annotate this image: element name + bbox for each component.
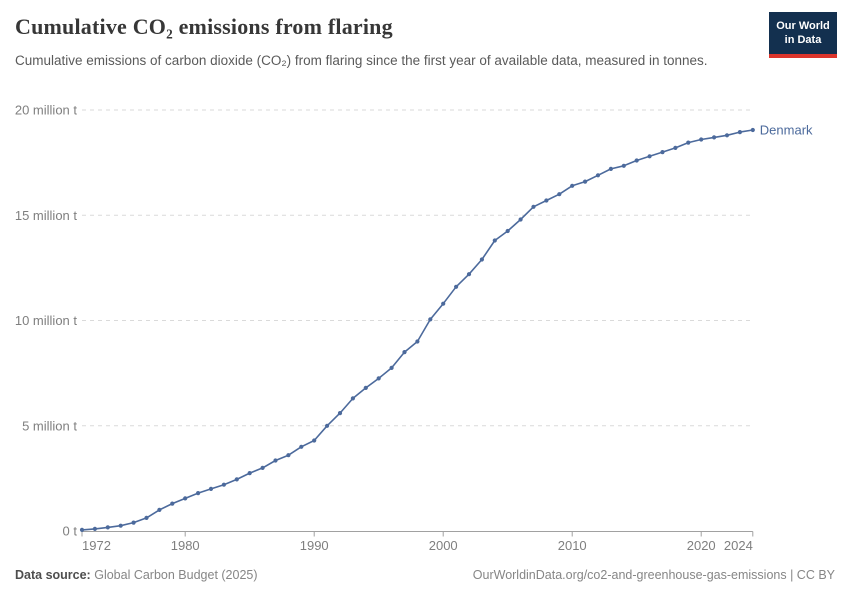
y-axis-tick-label: 5 million t — [22, 418, 77, 433]
data-point-marker[interactable] — [92, 526, 97, 532]
data-point-marker[interactable] — [557, 192, 562, 197]
data-point-marker[interactable] — [118, 523, 123, 528]
data-point-marker[interactable] — [479, 257, 484, 262]
data-point-marker[interactable] — [428, 317, 433, 322]
data-point-marker[interactable] — [247, 471, 252, 476]
data-point-marker[interactable] — [273, 458, 278, 463]
data-point-marker[interactable] — [647, 154, 652, 159]
chart-subtitle: Cumulative emissions of carbon dioxide (… — [15, 53, 708, 68]
data-point-marker[interactable] — [492, 238, 497, 243]
footer-credit: OurWorldinData.org/co2-and-greenhouse-ga… — [473, 568, 835, 582]
data-point-marker[interactable] — [363, 385, 368, 390]
y-axis-tick-label: 10 million t — [15, 313, 78, 328]
data-point-marker[interactable] — [105, 525, 110, 530]
data-point-marker[interactable] — [621, 163, 626, 168]
x-axis-tick-label: 2020 — [687, 538, 716, 553]
data-point-marker[interactable] — [454, 284, 459, 289]
data-point-marker[interactable] — [583, 179, 588, 184]
data-point-marker[interactable] — [286, 453, 291, 458]
data-point-marker[interactable] — [466, 272, 472, 277]
data-point-marker[interactable] — [441, 301, 446, 306]
y-axis-tick-label: 20 million t — [15, 103, 78, 118]
data-point-marker[interactable] — [208, 486, 214, 491]
data-point-marker[interactable] — [234, 477, 239, 482]
data-point-marker[interactable] — [196, 491, 201, 496]
data-point-marker[interactable] — [505, 228, 510, 234]
chart-footer: Data source: Global Carbon Budget (2025)… — [15, 568, 835, 582]
data-point-marker[interactable] — [415, 339, 420, 344]
data-point-marker[interactable] — [389, 365, 394, 370]
owid-logo[interactable]: Our World in Data — [769, 12, 837, 58]
data-point-marker[interactable] — [608, 166, 614, 171]
data-point-marker[interactable] — [518, 217, 523, 222]
y-axis-tick-label: 15 million t — [15, 208, 78, 223]
x-axis-tick-label: 1990 — [300, 538, 329, 553]
data-point-marker[interactable] — [183, 496, 188, 501]
data-point-marker[interactable] — [673, 145, 678, 150]
y-axis-tick-label: 0 t — [63, 524, 78, 539]
data-point-marker[interactable] — [699, 137, 704, 142]
data-point-marker[interactable] — [544, 198, 549, 203]
series-end-label[interactable]: Denmark — [760, 122, 813, 137]
data-point-marker[interactable] — [737, 130, 743, 135]
data-point-marker[interactable] — [712, 135, 717, 140]
x-axis-tick-label: 2010 — [558, 538, 587, 553]
series-line — [81, 129, 754, 531]
data-point-marker[interactable] — [312, 438, 317, 443]
data-point-marker[interactable] — [350, 396, 355, 401]
data-source-label: Data source: — [15, 568, 91, 582]
page-title: Cumulative CO₂ emissions from flaring — [15, 14, 393, 39]
data-point-marker[interactable] — [750, 127, 755, 133]
data-point-marker[interactable] — [299, 444, 304, 449]
data-point-marker[interactable] — [325, 423, 330, 428]
data-point-marker[interactable] — [595, 173, 601, 178]
x-axis-tick-label: 2024 — [724, 538, 753, 553]
footer-link[interactable]: OurWorldinData.org/co2-and-greenhouse-ga… — [472, 568, 787, 582]
data-point-marker[interactable] — [79, 527, 85, 533]
owid-logo-line2: in Data — [784, 34, 822, 47]
data-point-marker[interactable] — [221, 482, 226, 487]
x-axis-tick-label: 2000 — [429, 538, 458, 553]
data-point-marker[interactable] — [376, 376, 381, 381]
data-point-marker[interactable] — [260, 465, 265, 470]
data-point-marker[interactable] — [144, 515, 149, 521]
data-point-marker[interactable] — [337, 411, 343, 416]
data-point-marker[interactable] — [724, 133, 730, 138]
data-point-marker[interactable] — [157, 507, 162, 512]
data-point-marker[interactable] — [531, 204, 536, 209]
data-point-marker[interactable] — [634, 158, 639, 163]
footer-license: | CC BY — [790, 568, 835, 582]
data-point-marker[interactable] — [402, 350, 407, 355]
data-source-value: Global Carbon Budget (2025) — [94, 568, 258, 582]
data-point-marker[interactable] — [686, 140, 691, 145]
data-source: Data source: Global Carbon Budget (2025) — [15, 568, 258, 582]
data-point-marker[interactable] — [131, 520, 136, 525]
x-axis-tick-label: 1972 — [82, 538, 111, 553]
owid-logo-line1: Our World — [776, 20, 830, 32]
x-axis-tick-label: 1980 — [171, 538, 200, 553]
data-point-marker[interactable] — [570, 183, 575, 188]
data-point-marker[interactable] — [660, 150, 665, 155]
data-point-marker[interactable] — [170, 501, 175, 506]
